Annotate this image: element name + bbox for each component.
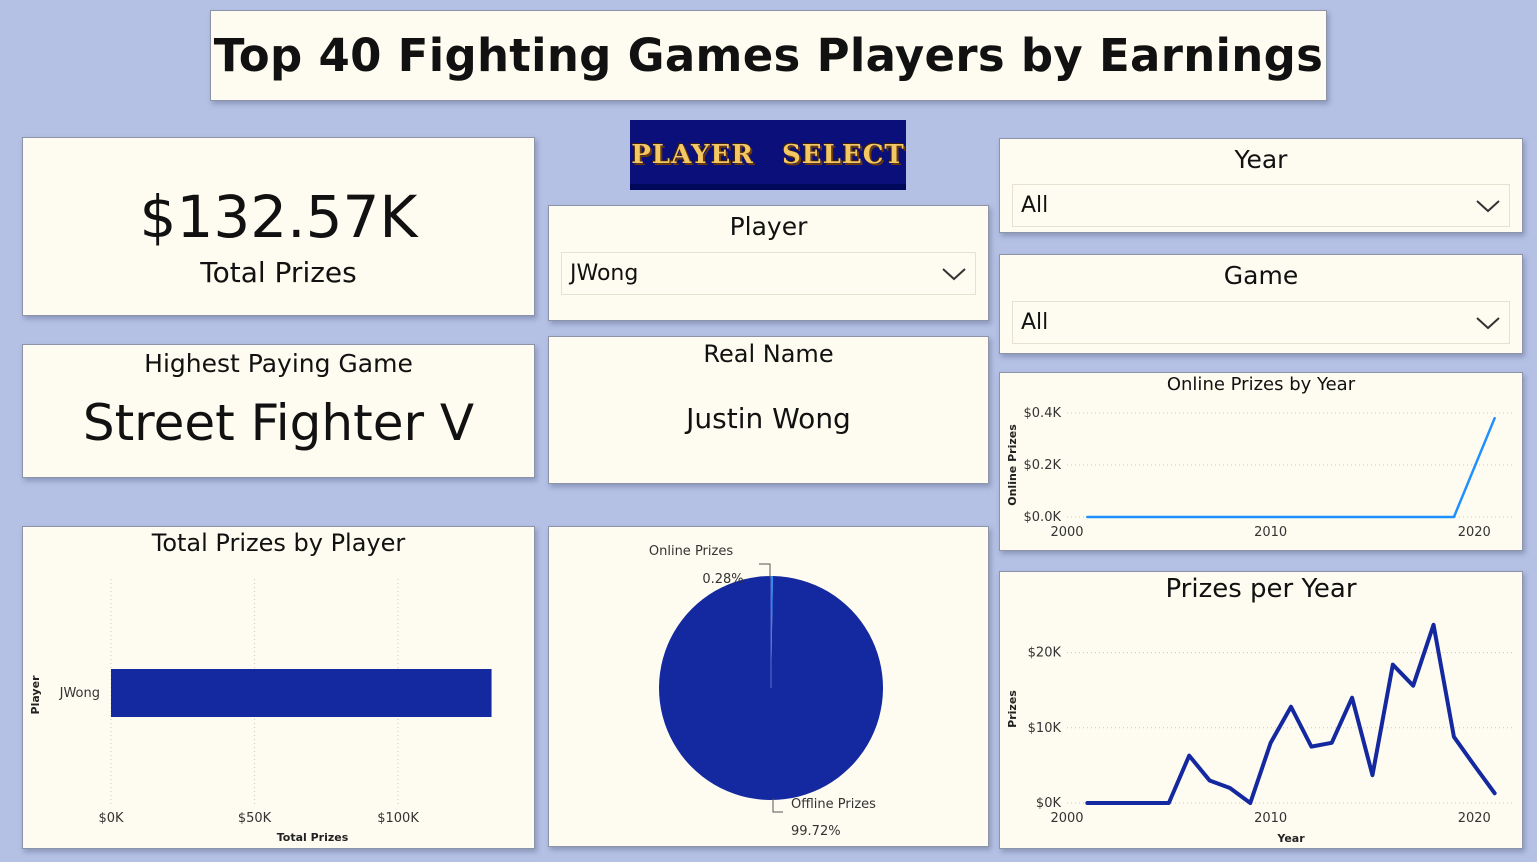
- series-line: [1086, 416, 1496, 519]
- y-tick-label: $0.2K: [1024, 458, 1062, 473]
- page-title: Top 40 Fighting Games Players by Earning…: [213, 29, 1324, 82]
- pie-leader-line: [759, 563, 771, 578]
- total-prizes-card: $132.57K Total Prizes: [22, 137, 535, 316]
- x-axis-title: Total Prizes: [277, 831, 349, 844]
- title-card: Top 40 Fighting Games Players by Earning…: [210, 10, 1327, 101]
- x-tick-label: 2010: [1254, 811, 1287, 826]
- game-slicer-label: Game: [1223, 261, 1299, 290]
- x-tick-label: 2000: [1050, 525, 1083, 540]
- total-prizes-value: $132.57K: [139, 183, 418, 251]
- prizes-per-year-chart: Prizes per Year $0K $10K $20K 2000 2010 2020 P…: [999, 571, 1523, 849]
- x-tick-label: 2010: [1254, 525, 1287, 540]
- game-dropdown[interactable]: All: [1012, 301, 1510, 344]
- player-select-banner: PLAYER SELECT: [630, 120, 906, 190]
- player-slicer-label: Player: [729, 212, 808, 241]
- y-axis-title: Player: [29, 675, 42, 715]
- y-tick-label: $10K: [1028, 721, 1062, 736]
- ppy-line-svg: $0K $10K $20K 2000 2010 2020 Prizes Year: [1006, 622, 1515, 845]
- year-slicer-label: Year: [1234, 145, 1288, 174]
- x-tick-label: 2000: [1050, 811, 1083, 826]
- player-dropdown-value: JWong: [570, 261, 639, 286]
- online-offline-pie-chart: Online Prizes 0.28% Offline Prizes 99.72%: [548, 526, 989, 847]
- bar-chart-svg: $0K $50K $100K JWong Total Prizes Player: [29, 579, 492, 844]
- year-dropdown-value: All: [1021, 193, 1049, 218]
- highest-paying-game-value: Street Fighter V: [82, 394, 475, 452]
- pie-label-name: Online Prizes: [649, 544, 733, 559]
- total-prizes-by-player-chart: Total Prizes by Player $0K $50K $100K JWong…: [22, 526, 535, 849]
- bar-chart-title: Total Prizes by Player: [151, 529, 406, 557]
- year-dropdown[interactable]: All: [1012, 184, 1510, 227]
- game-dropdown-value: All: [1021, 310, 1049, 335]
- y-tick-label: $0K: [1036, 796, 1062, 811]
- x-tick-label: 2020: [1458, 525, 1491, 540]
- online-chart-title: Online Prizes by Year: [1166, 374, 1356, 395]
- pie-label-name: Offline Prizes: [791, 797, 876, 812]
- online-line-svg: $0.0K $0.2K $0.4K 2000 2010 2020 Online Prizes: [1006, 406, 1515, 540]
- x-axis-title: Year: [1276, 832, 1305, 845]
- y-axis-title: Prizes: [1006, 690, 1019, 728]
- y-tick-label: $0.4K: [1024, 406, 1062, 421]
- player-slicer: Player JWong: [548, 205, 989, 321]
- real-name-value: Justin Wong: [686, 402, 851, 435]
- pie-label-value: 0.28%: [702, 572, 743, 587]
- x-tick-label: $100K: [377, 811, 419, 826]
- pie-leader-line: [772, 798, 783, 813]
- y-axis-title: Online Prizes: [1006, 424, 1019, 506]
- pie-label-value: 99.72%: [791, 824, 841, 839]
- total-prizes-label: Total Prizes: [200, 256, 357, 289]
- x-tick-label: $50K: [238, 811, 272, 826]
- chevron-down-icon: [942, 267, 966, 280]
- real-name-label: Real Name: [703, 340, 834, 368]
- y-tick-label: JWong: [59, 686, 100, 701]
- highest-paying-game-card: Highest Paying Game Street Fighter V: [22, 344, 535, 478]
- online-prizes-by-year-chart: Online Prizes by Year $0.0K $0.2K $0.4K 200…: [999, 372, 1523, 551]
- pie-chart-svg: Online Prizes 0.28% Offline Prizes 99.72%: [649, 544, 883, 839]
- x-tick-label: 2020: [1458, 811, 1491, 826]
- player-dropdown[interactable]: JWong: [561, 252, 976, 295]
- y-tick-label: $20K: [1028, 646, 1062, 661]
- player-select-banner-text: PLAYER SELECT: [631, 140, 905, 170]
- highest-paying-game-label: Highest Paying Game: [144, 349, 413, 378]
- year-slicer: Year All: [999, 138, 1523, 233]
- game-slicer: Game All: [999, 254, 1523, 354]
- real-name-card: Real Name Justin Wong: [548, 336, 989, 484]
- y-tick-label: $0.0K: [1024, 510, 1062, 525]
- x-tick-label: $0K: [98, 811, 124, 826]
- series-line: [1085, 622, 1497, 805]
- ppy-chart-title: Prizes per Year: [1165, 574, 1357, 604]
- chevron-down-icon: [1476, 316, 1500, 329]
- chevron-down-icon: [1476, 199, 1500, 212]
- bar: [111, 669, 492, 717]
